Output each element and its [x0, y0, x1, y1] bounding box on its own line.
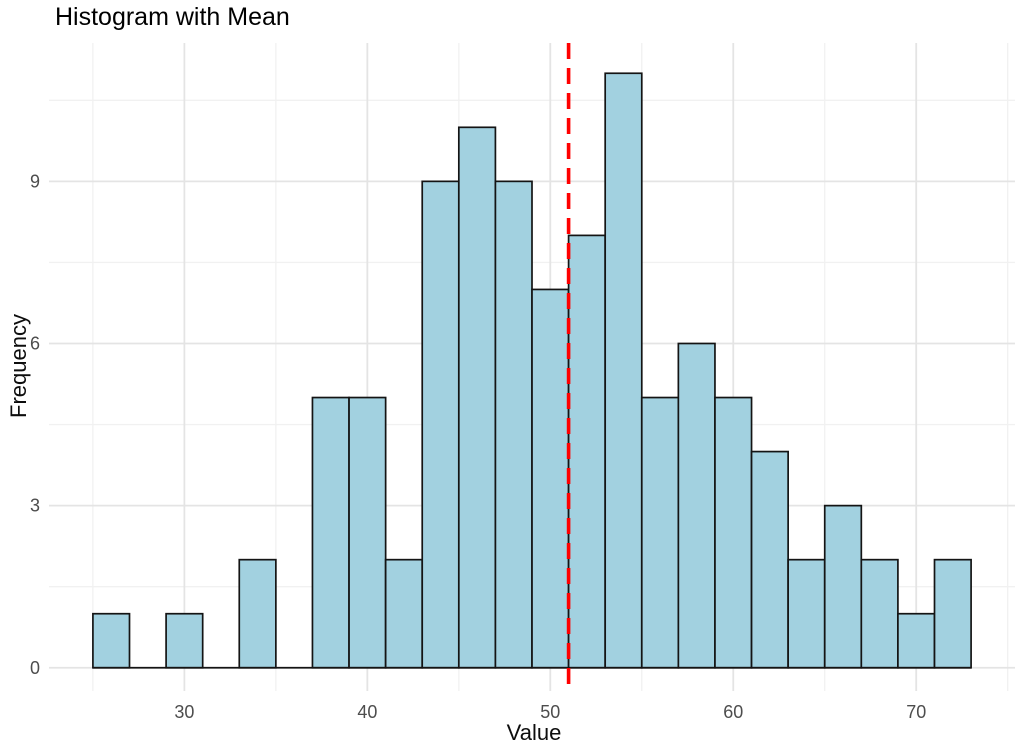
- histogram-bar: [311, 396, 350, 669]
- histogram-bar: [714, 396, 753, 669]
- y-tick-label: 0: [30, 658, 40, 678]
- x-axis-title: Value: [506, 720, 562, 745]
- histogram-bar: [165, 612, 204, 669]
- x-tick-label: 30: [174, 702, 194, 722]
- histogram-bar: [494, 180, 533, 669]
- y-tick-label: 3: [30, 496, 40, 516]
- x-tick-label: 40: [357, 702, 377, 722]
- histogram-bar: [384, 558, 424, 669]
- x-tick-label: 70: [906, 702, 926, 722]
- histogram-bar: [787, 558, 826, 669]
- x-tick-label: 50: [540, 702, 560, 722]
- histogram-bar: [640, 396, 680, 669]
- histogram-bar: [897, 612, 936, 669]
- y-tick-label: 9: [30, 171, 40, 191]
- histogram-bar: [531, 288, 570, 669]
- histogram-bar: [421, 180, 460, 669]
- histogram-bar: [677, 342, 716, 669]
- histogram-bar: [604, 72, 643, 669]
- histogram-bar: [750, 450, 789, 669]
- x-tick-label: 60: [723, 702, 743, 722]
- y-tick-label: 6: [30, 333, 40, 353]
- chart-title: Histogram with Mean: [55, 3, 290, 31]
- histogram-bar: [860, 558, 899, 669]
- histogram-bar: [348, 396, 387, 669]
- histogram-bar: [567, 234, 607, 669]
- histogram-bar: [92, 612, 131, 669]
- histogram-bar: [823, 504, 863, 669]
- histogram-bar: [457, 126, 497, 669]
- histogram-bar: [238, 558, 277, 669]
- histogram-bar: [933, 558, 972, 669]
